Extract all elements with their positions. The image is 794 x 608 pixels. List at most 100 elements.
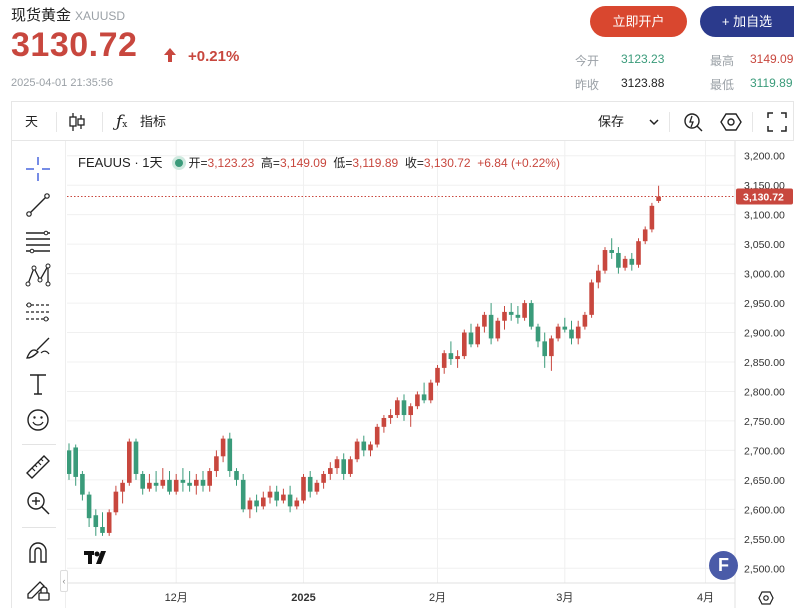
candle-body xyxy=(113,491,119,513)
candle-body xyxy=(462,332,467,357)
interval-selector[interactable]: 天 xyxy=(25,114,39,129)
fib-icon[interactable] xyxy=(24,298,52,326)
lock-draw-icon[interactable] xyxy=(24,574,52,602)
candle-body xyxy=(334,459,340,469)
add-watchlist-button[interactable]: + 加自选 xyxy=(700,6,794,37)
candle-body xyxy=(522,303,527,318)
last-price: 3130.72 xyxy=(11,26,138,64)
candle-body xyxy=(368,444,373,451)
emoji-icon[interactable] xyxy=(24,406,52,434)
tradingview-logo xyxy=(82,544,112,568)
candle-body xyxy=(602,250,608,271)
pattern-icon[interactable] xyxy=(24,262,52,290)
candle-body xyxy=(441,353,447,368)
candle-body xyxy=(314,482,320,492)
stat-low-value: 3119.89 xyxy=(750,76,793,90)
crosshair-icon[interactable] xyxy=(24,155,52,183)
candle-body xyxy=(395,400,400,416)
candle-body xyxy=(488,314,494,339)
candle-body xyxy=(649,205,655,230)
toolbar-divider xyxy=(56,112,57,132)
candle-body xyxy=(328,468,333,474)
candle-body xyxy=(475,326,480,345)
candle-body xyxy=(180,479,186,483)
candlestick-icon[interactable] xyxy=(68,112,86,132)
axis-settings-icon[interactable] xyxy=(758,590,774,606)
candle-body xyxy=(294,500,300,507)
candle-body xyxy=(515,314,521,318)
stat-high-value: 3149.09 xyxy=(750,52,794,66)
candle-body xyxy=(642,229,648,242)
price-axis-tick-label: 3,200.00 xyxy=(744,151,785,163)
function-icon[interactable]: ƒx xyxy=(116,112,128,132)
settings-hexagon-icon[interactable] xyxy=(720,111,742,133)
candle-body xyxy=(287,494,293,507)
candle-body xyxy=(200,479,206,486)
toolbar-collapse-handle[interactable]: ‹ xyxy=(60,570,68,592)
brush-icon[interactable] xyxy=(24,334,52,362)
candle-body xyxy=(240,479,246,510)
time-axis-tick-label: 2025 xyxy=(291,592,315,604)
text-icon[interactable] xyxy=(24,370,52,398)
candle-body xyxy=(529,303,534,327)
open-account-button[interactable]: 立即开户 xyxy=(590,6,687,37)
quote-timestamp: 2025-04-01 21:35:56 xyxy=(11,77,114,89)
price-axis-tick-label: 2,700.00 xyxy=(744,445,785,457)
candle-body xyxy=(234,471,239,480)
magnet-icon[interactable] xyxy=(24,538,52,566)
candle-body xyxy=(609,250,614,253)
candle-body xyxy=(401,400,407,416)
candle-body xyxy=(468,332,474,345)
instrument-title: 现货黄金 XAUUSD xyxy=(11,4,125,25)
candle-body xyxy=(247,500,253,510)
fullscreen-icon[interactable] xyxy=(767,112,787,132)
candle-body xyxy=(214,456,219,472)
candle-body xyxy=(140,473,145,489)
candle-body xyxy=(254,500,259,507)
change-percent: +0.21% xyxy=(188,48,240,65)
candle-body xyxy=(307,476,313,492)
candle-body xyxy=(67,450,72,474)
price-axis-tick-label: 2,500.00 xyxy=(744,563,785,575)
candle-body xyxy=(301,476,306,501)
save-button[interactable]: 保存 xyxy=(598,114,625,129)
chart-legend: FEAUUS · 1天 开=3,123.23 高=3,149.09 低=3,119… xyxy=(78,152,560,171)
legend-high-label: 高= xyxy=(260,156,280,170)
candle-body xyxy=(589,282,594,315)
candle-body xyxy=(93,515,99,528)
alert-icon[interactable] xyxy=(682,111,704,133)
candle-body xyxy=(636,241,641,265)
candle-body xyxy=(160,479,166,486)
ruler-icon[interactable] xyxy=(24,453,52,481)
candle-body xyxy=(535,326,541,342)
price-axis-tick-label: 2,900.00 xyxy=(744,328,785,340)
horizontal-lines-icon[interactable] xyxy=(24,227,52,255)
legend-open-value: 3,123.23 xyxy=(207,156,255,170)
price-axis-tick-label: 2,800.00 xyxy=(744,386,785,398)
zoom-in-icon[interactable] xyxy=(24,489,52,517)
price-axis-tick-label: 3,050.00 xyxy=(744,239,785,251)
trend-line-icon[interactable] xyxy=(24,191,52,219)
indicators-button[interactable]: 指标 xyxy=(140,114,167,129)
candle-body xyxy=(596,270,601,283)
stat-high-label: 最高 xyxy=(710,54,735,68)
candle-body xyxy=(575,326,581,339)
candle-body xyxy=(388,415,393,418)
stat-low-label: 最低 xyxy=(710,78,735,92)
time-axis-tick-label: 2月 xyxy=(429,592,446,604)
candle-body xyxy=(435,367,440,383)
candle-body xyxy=(321,473,326,483)
tool-divider xyxy=(22,444,56,445)
candle-body xyxy=(448,353,454,360)
broker-logo-badge[interactable]: F xyxy=(709,551,738,580)
drawing-toolbar xyxy=(11,141,66,608)
candle-body xyxy=(153,482,159,486)
candle-body xyxy=(106,512,112,533)
chevron-down-icon[interactable] xyxy=(648,117,660,127)
candlestick-chart[interactable]: 3,200.003,150.003,100.003,050.003,000.00… xyxy=(67,141,794,608)
legend-close-value: 3,130.72 xyxy=(423,156,471,170)
candle-body xyxy=(549,338,554,357)
candle-body xyxy=(348,459,353,474)
candle-body xyxy=(542,341,547,357)
candle-body xyxy=(381,417,387,427)
